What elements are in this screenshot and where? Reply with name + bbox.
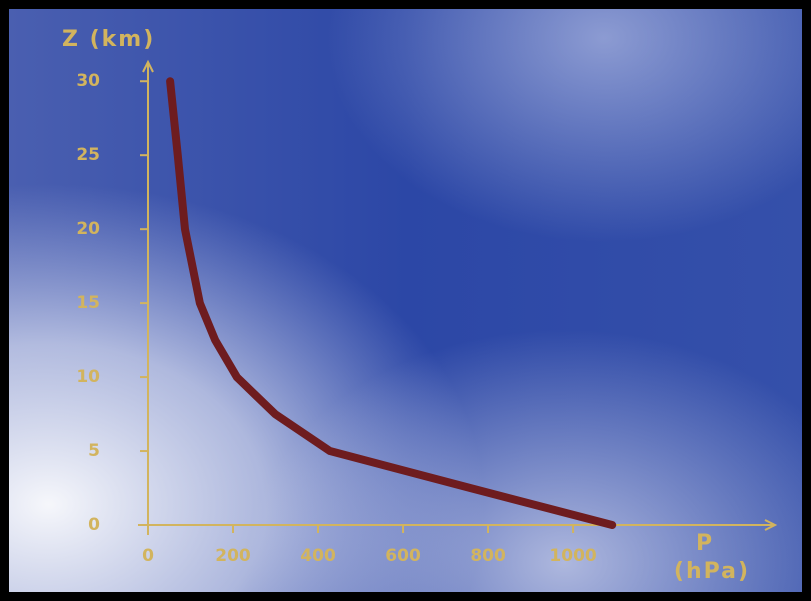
y-axis-arrow [142, 59, 154, 73]
y-tick-label: 20 [76, 219, 100, 239]
x-axis-label: P [696, 531, 714, 556]
x-tick-label: 600 [385, 546, 421, 566]
y-tick-label: 15 [76, 293, 100, 313]
data-line [166, 77, 617, 529]
x-tick-label: 0 [142, 546, 154, 566]
y-tick-label: 5 [88, 441, 100, 461]
x-axis-unit: (hPa) [674, 559, 750, 584]
y-tick-label: 25 [76, 145, 100, 165]
x-tick-label: 1000 [549, 546, 596, 566]
x-tick-label: 200 [215, 546, 251, 566]
y-tick-label: 10 [76, 367, 100, 387]
y-tick-label: 0 [88, 515, 100, 535]
y-tick-label: 30 [76, 71, 100, 91]
x-tick-label: 800 [470, 546, 506, 566]
x-tick-label: 400 [300, 546, 336, 566]
cloud [9, 9, 802, 592]
y-axis-label: Z (km) [62, 27, 155, 52]
x-axis-arrow [764, 519, 778, 531]
